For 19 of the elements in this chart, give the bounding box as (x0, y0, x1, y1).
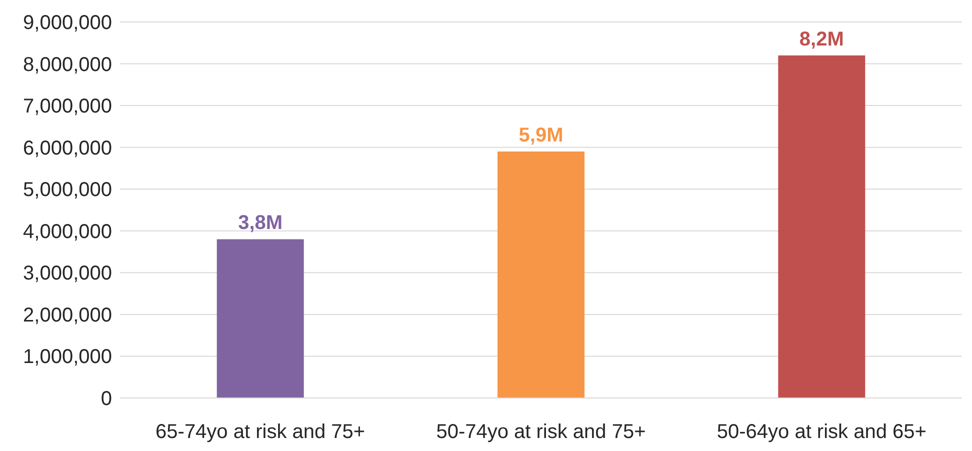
bar (778, 55, 866, 398)
bar (497, 152, 585, 398)
y-tick-label: 1,000,000 (23, 346, 112, 368)
y-tick-label: 0 (100, 388, 112, 410)
x-tick-label: 65-74yo at risk and 75+ (154, 420, 366, 444)
y-tick-label: 5,000,000 (23, 179, 112, 202)
y-tick-label: 4,000,000 (23, 220, 112, 243)
y-tick-label: 6,000,000 (23, 137, 112, 160)
data-label: 5,9M (518, 124, 564, 147)
y-tick-label: 7,000,000 (23, 96, 112, 118)
bar (216, 239, 304, 398)
data-label: 3,8M (238, 212, 283, 234)
data-label: 8,2M (799, 28, 844, 50)
y-tick-label: 8,000,000 (23, 54, 112, 76)
x-tick-label: 50-74yo at risk and 75+ (435, 420, 647, 444)
x-tick-label: 50-64yo at risk and 65+ (716, 420, 928, 444)
y-tick-label: 9,000,000 (23, 12, 112, 34)
y-tick-label: 2,000,000 (23, 304, 112, 326)
y-tick-label: 3,000,000 (23, 262, 112, 285)
